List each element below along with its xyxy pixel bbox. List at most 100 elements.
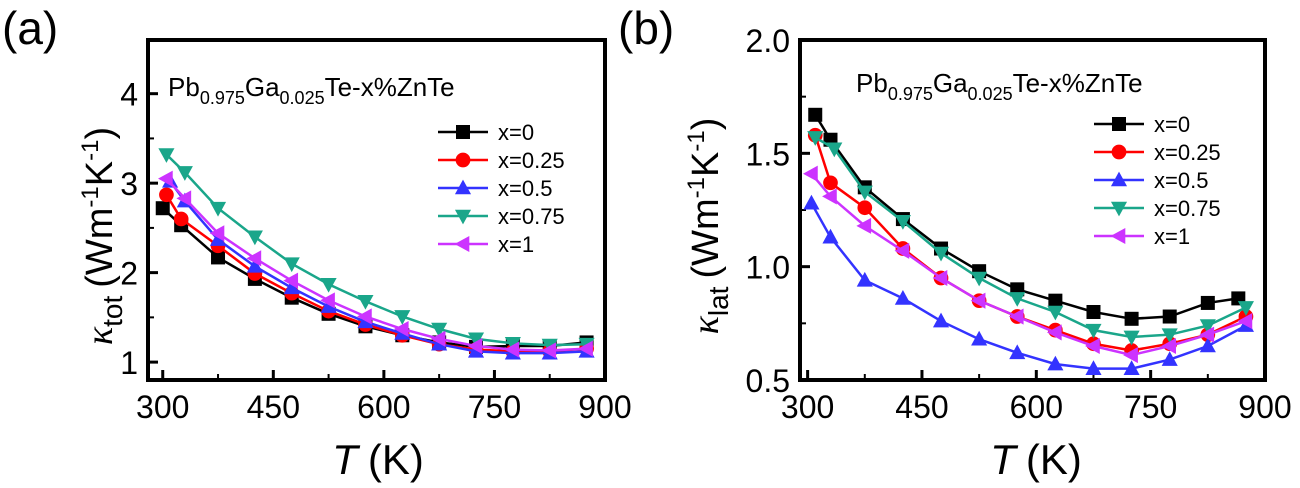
data-point-b-3 — [826, 142, 843, 158]
panel-a-label: (a) — [2, 2, 58, 54]
data-point-b-4 — [894, 242, 910, 259]
panel-a-composition: Pb0.975Ga0.025Te-x%ZnTe — [168, 72, 455, 108]
y-tick-label-b: 0.5 — [746, 363, 790, 399]
data-point-b-3 — [971, 271, 988, 287]
data-point-a-3 — [467, 332, 485, 348]
legend-label-b-1: x=0.25 — [1154, 140, 1221, 165]
data-point-a-2 — [320, 298, 337, 313]
data-point-a-0 — [155, 201, 170, 216]
data-point-a-4 — [578, 340, 593, 357]
data-point-a-4 — [158, 170, 173, 187]
legend-label-b-4: x=1 — [1154, 224, 1190, 249]
data-point-a-3 — [394, 310, 411, 325]
data-point-b-3 — [1123, 330, 1140, 346]
legend-marker-a-2 — [454, 179, 472, 195]
data-point-b-2 — [803, 194, 820, 210]
data-point-b-4 — [1046, 324, 1062, 341]
data-point-b-2 — [1085, 360, 1102, 375]
data-point-b-0 — [1162, 309, 1177, 324]
data-point-a-3 — [504, 337, 521, 352]
data-point-a-4 — [541, 342, 557, 359]
data-point-b-2 — [822, 228, 839, 244]
data-point-b-2 — [1161, 351, 1178, 366]
panel-b: (b) Pb0.975Ga0.025Te-x%ZnTe κlat(Wm-1K-1… — [618, 2, 1292, 483]
x-tick-label-a: 750 — [468, 389, 521, 425]
data-point-b-0 — [808, 107, 823, 122]
y-tick-label-a: 4 — [120, 77, 138, 113]
legend-label-a-0: x=0 — [498, 120, 534, 145]
panel-b-composition: Pb0.975Ga0.025Te-x%ZnTe — [856, 68, 1143, 104]
data-point-b-3 — [1237, 301, 1254, 316]
y-tick-label-b: 2.0 — [746, 23, 790, 59]
data-point-b-2 — [1123, 360, 1140, 375]
data-point-a-1 — [159, 187, 174, 203]
x-tick-label-a: 600 — [357, 389, 410, 425]
x-tick-label-b: 300 — [781, 389, 834, 425]
data-point-b-4 — [1085, 337, 1100, 355]
data-point-b-1 — [823, 175, 838, 191]
data-point-b-4 — [822, 188, 837, 205]
x-tick-label-a: 450 — [247, 389, 300, 425]
panel-a-x-axis-label: T (K) — [332, 436, 424, 483]
data-point-b-4 — [1123, 347, 1138, 364]
panel-b-x-axis-label: T (K) — [990, 436, 1082, 483]
data-point-a-4 — [246, 250, 262, 267]
legend-label-a-3: x=0.75 — [498, 204, 565, 229]
data-point-a-3 — [320, 277, 337, 293]
data-point-b-1 — [857, 200, 873, 216]
y-tick-label-a: 3 — [120, 166, 138, 202]
data-point-b-2 — [1047, 355, 1064, 371]
plot-area-a: 300 450 600 750 900 1 2 3 4 x=0 x=0.25 x=0.5 x=0.75 x… — [120, 38, 632, 425]
data-point-b-4 — [803, 165, 818, 182]
data-point-b-0 — [1200, 295, 1215, 310]
data-point-a-4 — [357, 308, 372, 325]
data-point-b-2 — [894, 290, 911, 305]
x-tick-label-b: 450 — [895, 389, 948, 425]
data-point-b-4 — [1161, 337, 1177, 355]
legend-label-a-1: x=0.25 — [498, 148, 565, 173]
data-point-a-4 — [430, 330, 446, 347]
data-point-a-3 — [209, 201, 227, 217]
data-point-b-3 — [932, 246, 950, 262]
legend-marker-a-1 — [455, 152, 471, 168]
data-point-b-4 — [1199, 326, 1215, 343]
data-point-b-3 — [807, 131, 824, 146]
plot-area-b: 300 450 600 750 900 0.5 1.0 1.5 2.0 x=0 x=0.25 x=0.… — [746, 23, 1292, 425]
legend-marker-a-3 — [454, 209, 472, 225]
data-point-a-3 — [431, 322, 448, 338]
x-tick-label-a: 300 — [136, 389, 189, 425]
legend-label-a-2: x=0.5 — [498, 176, 552, 201]
legend-label-a-4: x=1 — [498, 232, 534, 257]
data-point-a-2 — [209, 231, 227, 246]
data-point-a-4 — [176, 190, 192, 207]
axes-frame-a — [146, 38, 607, 382]
data-point-a-2 — [283, 279, 300, 295]
data-point-b-4 — [970, 292, 986, 309]
data-point-a-4 — [283, 272, 299, 289]
data-point-b-2 — [1009, 344, 1026, 360]
x-tick-label-b: 900 — [1238, 389, 1291, 425]
data-point-b-2 — [932, 312, 950, 328]
data-point-b-0 — [1048, 293, 1063, 308]
panel-b-y-axis-label: κlat(Wm-1K-1) — [683, 118, 734, 335]
data-point-b-3 — [894, 215, 911, 230]
data-point-a-4 — [504, 341, 520, 358]
data-point-b-4 — [1008, 308, 1024, 325]
legend-marker-b-1 — [1111, 144, 1127, 160]
data-point-a-4 — [320, 292, 335, 309]
data-point-a-2 — [246, 257, 263, 273]
data-point-a-4 — [393, 320, 409, 338]
data-point-b-3 — [1047, 305, 1064, 321]
data-point-b-2 — [1199, 337, 1216, 353]
panel-b-label: (b) — [618, 2, 674, 54]
data-point-b-0 — [1124, 311, 1139, 326]
data-point-b-4 — [856, 217, 872, 234]
data-point-b-4 — [1237, 313, 1253, 330]
legend-marker-a-4 — [454, 235, 470, 253]
data-point-b-3 — [856, 185, 873, 201]
data-point-b-3 — [1009, 292, 1026, 307]
x-tick-label-b: 750 — [1124, 389, 1177, 425]
data-point-a-1 — [173, 211, 189, 227]
panel-a-y-axis-label: κtot(Wm-1K-1) — [77, 127, 128, 345]
